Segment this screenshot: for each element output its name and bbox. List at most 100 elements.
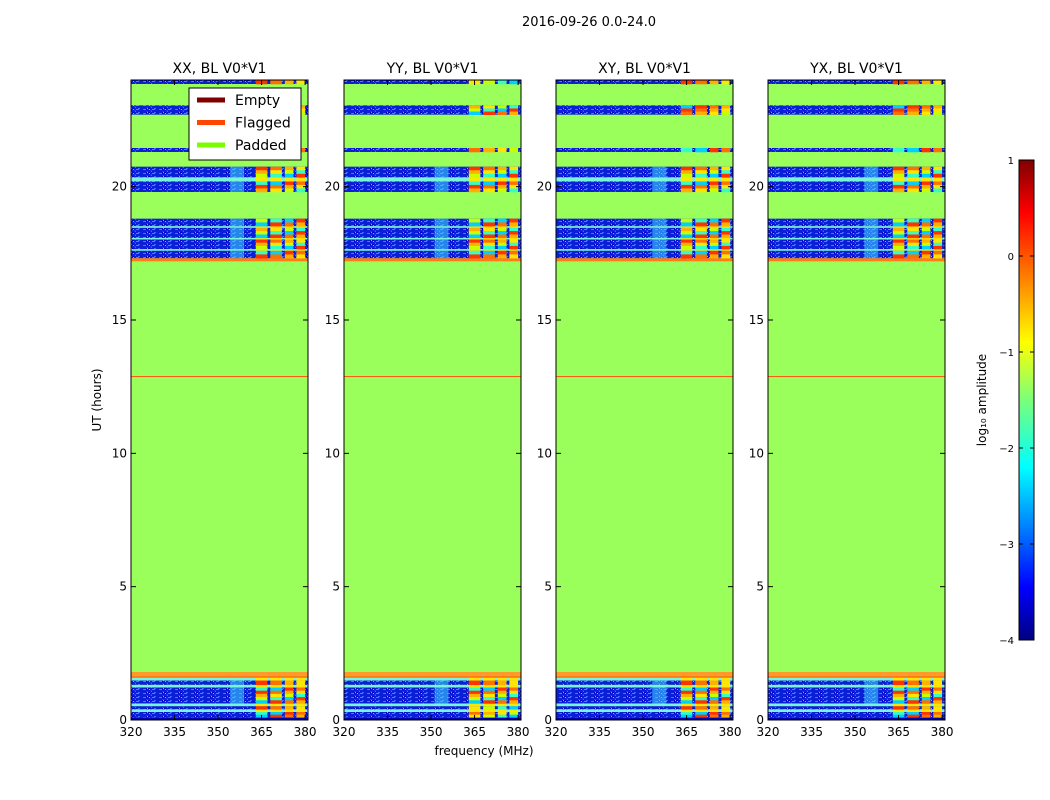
- x-tick-label: 365: [463, 725, 486, 739]
- hot-cell: [270, 166, 282, 171]
- hot-cell: [907, 684, 919, 688]
- time-band-dark: [556, 148, 733, 152]
- hot-cell: [709, 242, 719, 247]
- hot-cell: [907, 680, 919, 686]
- hot-cell: [921, 249, 931, 251]
- hot-cell: [695, 227, 707, 232]
- hot-cell: [921, 239, 931, 243]
- hot-cell: [933, 173, 943, 178]
- hot-cell: [933, 680, 943, 686]
- hot-cell: [709, 227, 719, 232]
- hot-cell: [296, 237, 306, 240]
- hot-cell: [483, 227, 495, 232]
- hot-cell: [933, 177, 943, 182]
- hot-cell: [921, 226, 931, 228]
- hot-cell: [695, 250, 707, 255]
- hot-cell: [509, 231, 519, 235]
- hot-cell: [721, 684, 731, 688]
- hot-cell: [270, 239, 282, 243]
- time-band-pad_line: [131, 249, 308, 251]
- hot-cell: [709, 234, 719, 239]
- hot-cell: [907, 237, 919, 240]
- hot-cell: [255, 177, 268, 182]
- hot-cell: [296, 690, 306, 695]
- hot-cell: [709, 709, 719, 712]
- hot-cell: [709, 166, 719, 171]
- y-tick-label: 5: [756, 580, 764, 594]
- hot-cell: [709, 231, 719, 235]
- hot-cell: [680, 105, 693, 109]
- hot-cell: [255, 700, 268, 704]
- hot-cell: [680, 222, 693, 227]
- hot-cell: [468, 239, 481, 243]
- hot-cell: [255, 166, 268, 171]
- hot-cell: [695, 108, 707, 112]
- hot-cell: [296, 249, 306, 251]
- hot-cell: [284, 254, 294, 259]
- hot-cell: [721, 697, 731, 701]
- time-band-pad_line: [768, 677, 945, 681]
- hot-cell: [721, 234, 731, 239]
- time-band-empty: [131, 717, 308, 720]
- hot-cell: [296, 173, 306, 178]
- hot-cell: [680, 680, 693, 686]
- panel-3: XY, BL V0*V1 320 335 350 365 380 0 5 10 15 20: [537, 61, 742, 739]
- hot-cell: [921, 714, 931, 718]
- hot-cell: [721, 700, 731, 704]
- hot-cell: [284, 690, 294, 695]
- hot-cell: [509, 188, 519, 193]
- hot-cell: [921, 697, 931, 701]
- hot-cell: [284, 709, 294, 712]
- x-tick-label: 380: [719, 725, 742, 739]
- hot-cell: [933, 697, 943, 701]
- fade-edge: [434, 166, 449, 178]
- hot-cell: [921, 184, 931, 189]
- hot-cell: [892, 166, 905, 171]
- hot-cell: [284, 687, 294, 691]
- hot-cell: [933, 690, 943, 695]
- hot-cell: [296, 234, 306, 239]
- time-band-pad_line: [556, 249, 733, 251]
- hot-cell: [483, 242, 495, 247]
- colorbar-tick-label: 1: [1008, 156, 1014, 167]
- hot-cell: [933, 80, 943, 85]
- hot-cell: [270, 173, 282, 178]
- hot-cell: [497, 242, 507, 247]
- time-band-pad_line: [344, 237, 521, 240]
- hot-cell: [296, 170, 306, 175]
- x-tick-label: 335: [163, 725, 186, 739]
- hot-cell: [270, 237, 282, 240]
- hot-cell: [270, 697, 282, 701]
- time-band-flagged: [556, 675, 733, 678]
- hot-cell: [695, 693, 707, 698]
- hot-cell: [270, 184, 282, 189]
- hot-cell: [509, 226, 519, 228]
- time-band-dark: [344, 105, 521, 115]
- hot-cell: [468, 218, 481, 223]
- hot-cell: [721, 712, 731, 715]
- hot-cell: [483, 250, 495, 255]
- hot-cell: [483, 231, 495, 235]
- hot-cell: [468, 254, 481, 259]
- hot-cell: [695, 245, 707, 250]
- fade-edge: [434, 250, 449, 259]
- hot-cell: [933, 714, 943, 718]
- hot-cell: [907, 697, 919, 701]
- fade-edge: [652, 687, 667, 704]
- fade-edge: [652, 166, 667, 178]
- hot-cell: [721, 105, 731, 109]
- panel-frame: [767, 79, 946, 721]
- hot-cell: [680, 111, 693, 115]
- hot-cell: [680, 184, 693, 189]
- hot-cell: [497, 226, 507, 228]
- hot-cell: [497, 690, 507, 695]
- hot-cell: [255, 188, 268, 193]
- hot-cell: [270, 700, 282, 704]
- fade-edge: [230, 166, 245, 178]
- hot-cell: [270, 249, 282, 251]
- time-band-dark: [556, 250, 733, 259]
- hot-cell: [892, 105, 905, 109]
- hot-cell: [483, 687, 495, 691]
- hot-cell: [695, 239, 707, 243]
- hot-cell: [721, 677, 731, 681]
